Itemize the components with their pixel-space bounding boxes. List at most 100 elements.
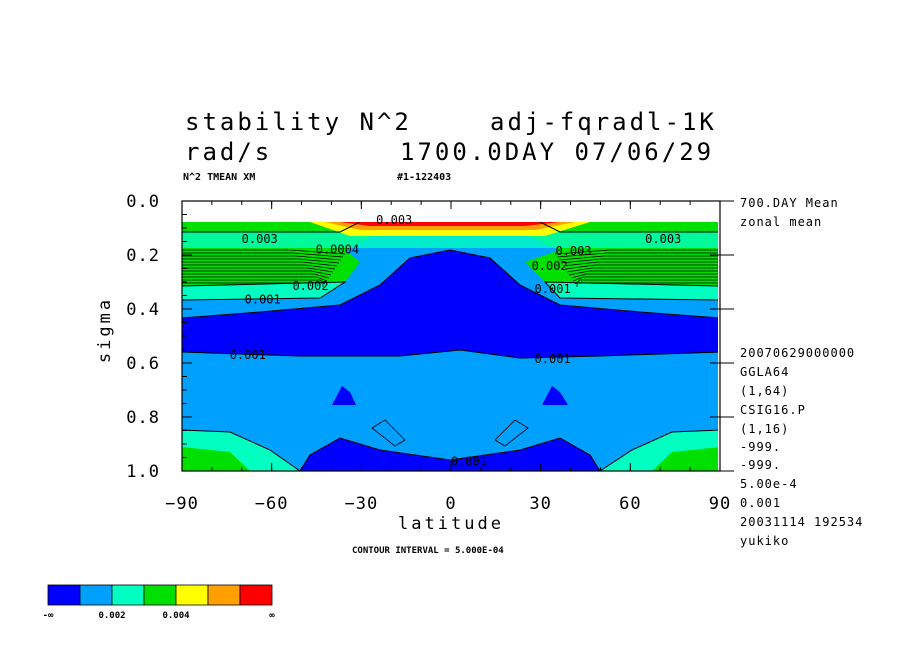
side-info-top-1: zonal mean [740,215,823,229]
colorbar-label: 0.002 [98,611,125,621]
contour-line-dense-right [562,261,718,267]
contour-line-dense-left [182,270,332,276]
x-tick-label: 60 [619,494,641,514]
side-info-bottom-2: (1,64) [740,384,790,398]
title-line1-right: adj-fqradl-1K [490,108,717,136]
y-axis-label: sigma [95,297,115,363]
colorbar-label: 0.004 [162,611,190,621]
contour-label: 0.001 [535,352,571,366]
contour-line-dense-left [182,264,336,270]
colorbar-swatch [175,584,209,606]
subtitle-right: #1-122403 [397,172,452,183]
fill-blob-left [332,386,356,405]
y-tick-label: 0.6 [126,354,160,374]
contour-line-dense-left [182,252,344,258]
side-info-bottom-8: 0.001 [740,496,782,510]
contour-label: 0.003 [376,213,412,227]
title-line2-left: rad/s [185,138,273,166]
contour-line-dense-right [558,255,718,261]
fill-blob-right [542,386,568,405]
side-info-bottom-6: -999. [740,458,782,472]
contour-line-bottom [299,437,601,471]
colorbar-label: -∞ [43,611,54,621]
contour-label: 0.001 [230,348,266,362]
title-line2-right: 1700.0DAY 07/06/29 [400,138,715,166]
subtitle-left: N^2 TMEAN XM [183,172,256,183]
contour-line-dense-left [182,258,340,264]
contour-interval-label: CONTOUR INTERVAL = 5.000E-04 [352,546,504,556]
contour-line-dense-right [572,276,718,282]
contour-label: 0.002 [532,259,568,273]
x-tick-label: −90 [165,494,199,514]
contour-line-core-top [182,249,718,319]
contour-line-corner-right [599,429,718,471]
side-info-bottom-10: yukiko [740,534,790,548]
colorbar-swatch [143,584,177,606]
contour-line-corner-left [182,429,301,471]
side-info-bottom-0: 20070629000000 [740,346,856,360]
side-info-bottom-1: GGLA64 [740,365,790,379]
colorbar-swatch [239,584,273,606]
contour-line-layer [182,222,718,471]
fill-region-left-cyan [182,282,345,300]
contour-line-dense-left [182,273,330,279]
contour-line-dense-left [182,249,346,255]
colorbar: -∞ 0.002 0.004 ∞ [43,584,275,621]
contour-line-dense-left [182,276,328,282]
contour-line-dense-left [182,255,342,261]
contour-line-dense-right [576,282,718,287]
y-tick-label: 0.2 [126,246,160,266]
contour-label: 0.003 [242,232,278,246]
fill-corner-right-green [652,447,718,471]
side-info-top-0: 700.DAY Mean [740,196,839,210]
contour-line-dense-right [566,267,718,273]
contour-line-right-a [543,281,718,301]
side-info-bottom-9: 20031114 192534 [740,515,864,529]
fill-corner-left-green [182,447,250,471]
side-info-bottom-4: (1,16) [740,422,790,436]
colorbar-label: ∞ [269,611,275,621]
contour-line-dense-right [564,264,718,270]
contour-line-dense-left [182,267,334,273]
y-tick-label: 0.8 [126,408,160,428]
contour-line-dense-right [570,273,718,279]
contour-line-dense-right [554,249,718,255]
fill-region-bottom-blue [300,438,600,471]
x-tick-label: −30 [344,494,378,514]
contour-line-dense-left [182,261,338,267]
x-axis-label: latitude [398,514,504,534]
y-tick-label: 0.0 [126,192,160,212]
contour-line-loop-left [371,419,406,447]
fill-region-right-cyan [545,282,718,300]
contour-label: 0.001 [535,282,571,296]
contour-line-dense-left [182,282,324,287]
contour-line-core-bottom [182,349,718,359]
contour-line-loop-right [494,419,529,447]
x-tick-label: −60 [255,494,289,514]
fill-region-top-red [340,222,560,226]
colorbar-swatch [79,584,113,606]
contour-label: 0.002 [292,279,328,293]
contour-label: 0.003 [555,244,591,258]
contour-line-dense-right [568,270,718,276]
x-tick-label: 30 [529,494,551,514]
colorbar-swatch [47,584,81,606]
x-tick-label: 0 [445,494,456,514]
contour-line-top-left [182,222,361,233]
fill-region-core-blue [182,250,718,358]
x-tick-label: 90 [709,494,731,514]
contour-line-left-a [182,281,347,301]
colorbar-swatch [207,584,241,606]
contour-label: 0.001 [451,455,487,469]
axes-layer: −90 −60 −30 0 30 60 90 0.0 0.2 0.4 0.6 0.8 1.0 latitu… [95,192,734,534]
side-info-bottom-5: -999. [740,440,782,454]
contour-label: 0.003 [645,232,681,246]
colorbar-swatch [111,584,145,606]
contour-line-dense-right [556,252,718,258]
y-tick-label: 0.4 [126,300,160,320]
side-info-bottom-3: CSIG16.P [740,403,806,417]
title-line1-left: stability N^2 [185,108,412,136]
contour-line-dense-right [560,258,718,264]
side-info-bottom-7: 5.00e-4 [740,477,798,491]
